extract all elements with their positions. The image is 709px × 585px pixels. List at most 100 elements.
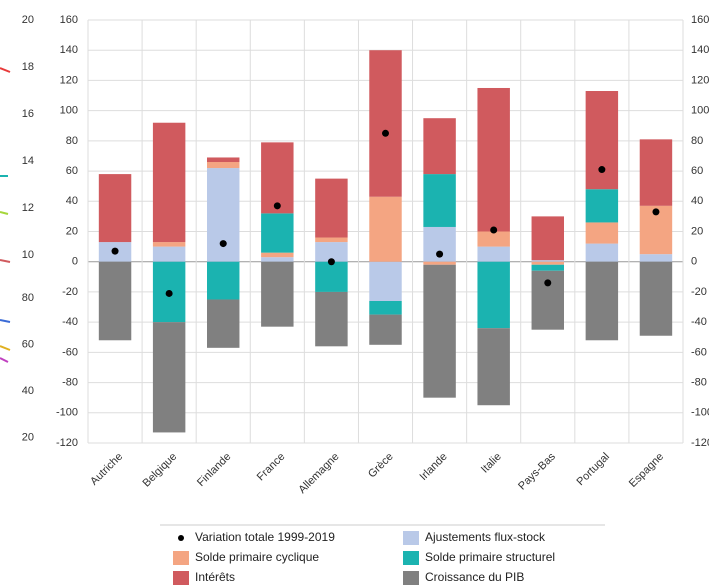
fragment-tick-label: 40 xyxy=(22,385,34,397)
x-tick-label: Espagne xyxy=(627,451,666,490)
bar-segment xyxy=(639,139,673,206)
legend-label: Solde primaire structurel xyxy=(425,550,555,564)
total-marker xyxy=(273,202,281,210)
legend-swatch xyxy=(403,551,419,565)
bar-segment xyxy=(369,300,402,315)
y2-tick-label: 160 xyxy=(691,14,709,26)
y2-tick-label: 100 xyxy=(691,105,709,117)
bar-segment xyxy=(207,162,240,169)
bar-segment xyxy=(261,142,294,214)
fragment-tick-label: 80 xyxy=(22,292,34,304)
bar-segment xyxy=(98,174,132,243)
bar-segment xyxy=(477,231,510,247)
fragment-tick-label: 12 xyxy=(22,202,34,214)
legend-swatch xyxy=(173,571,189,585)
bar-segment xyxy=(531,264,564,271)
legend-label: Ajustements flux-stock xyxy=(425,530,546,544)
bar-segment xyxy=(423,118,456,175)
bar-segment xyxy=(315,237,348,243)
x-tick-label: Allemagne xyxy=(296,451,341,496)
fragment-tick-label: 18 xyxy=(22,61,34,73)
bar-segment xyxy=(423,174,456,227)
total-marker xyxy=(111,247,119,255)
bar-segment xyxy=(639,254,673,262)
fragment-tick-label: 20 xyxy=(22,14,34,26)
bar-segment xyxy=(369,261,402,301)
y2-tick-label: 20 xyxy=(691,225,703,237)
bar-segment xyxy=(261,252,294,258)
fragment-line xyxy=(0,345,11,351)
bar-segment xyxy=(585,189,619,223)
fragment-line xyxy=(0,67,11,73)
y-tick-label: -80 xyxy=(62,376,78,388)
legend-swatch xyxy=(178,535,184,541)
bar-segment xyxy=(152,242,186,247)
fragment-tick-label: 20 xyxy=(22,431,34,443)
bar-segment xyxy=(585,261,619,341)
bar-segment xyxy=(369,50,402,197)
bar-segment xyxy=(152,322,186,433)
bar-segment xyxy=(315,291,348,347)
y2-tick-label: -60 xyxy=(691,346,707,358)
bar-segment xyxy=(207,299,240,348)
fragment-tick-label: 16 xyxy=(22,108,34,120)
bar-segment xyxy=(477,261,510,329)
legend-swatch xyxy=(173,551,189,565)
x-tick-label: Belgique xyxy=(141,451,180,490)
y-tick-label: -20 xyxy=(62,286,78,298)
bar-segment xyxy=(477,328,510,406)
y2-tick-label: 120 xyxy=(691,74,709,86)
bar-segment xyxy=(207,168,240,262)
y-tick-label: -40 xyxy=(62,316,78,328)
fragment-line xyxy=(0,357,9,363)
x-tick-label: France xyxy=(255,451,288,484)
x-tick-label: Italie xyxy=(479,451,504,476)
fragment-line xyxy=(0,259,11,263)
x-tick-label: Portugal xyxy=(575,451,612,488)
y2-tick-label: 40 xyxy=(691,195,703,207)
y-tick-label: -120 xyxy=(56,437,78,449)
legend-label: Croissance du PIB xyxy=(425,570,524,584)
y2-tick-label: -40 xyxy=(691,316,707,328)
x-tick-label: Grèce xyxy=(366,451,396,481)
y-tick-label: 120 xyxy=(60,74,78,86)
total-marker xyxy=(544,279,552,287)
bar-segment xyxy=(531,216,564,261)
y-tick-label: 160 xyxy=(60,14,78,26)
legend-swatch xyxy=(403,531,419,545)
x-tick-label: Irlande xyxy=(417,451,449,483)
bar-segment xyxy=(477,87,510,232)
fragment-line xyxy=(0,211,9,215)
y2-tick-label: -120 xyxy=(691,437,709,449)
x-tick-label: Autriche xyxy=(88,451,125,488)
bar-segment xyxy=(152,122,186,243)
y2-tick-label: -100 xyxy=(691,407,709,419)
y2-tick-label: 140 xyxy=(691,44,709,56)
y2-tick-label: 60 xyxy=(691,165,703,177)
total-marker xyxy=(598,166,606,174)
bar-segment xyxy=(369,314,402,345)
y-tick-label: 20 xyxy=(66,225,78,237)
bar-segment xyxy=(585,91,619,190)
y2-tick-label: 80 xyxy=(691,135,703,147)
y-tick-label: -60 xyxy=(62,346,78,358)
legend-label: Variation totale 1999-2019 xyxy=(195,530,335,544)
total-marker xyxy=(436,250,444,258)
y-tick-label: 100 xyxy=(60,105,78,117)
fragment-tick-label: 10 xyxy=(22,249,34,261)
bar-segment xyxy=(261,257,294,262)
bar-segment xyxy=(423,264,456,398)
bar-segment xyxy=(423,261,456,265)
bar-segment xyxy=(369,196,402,262)
bar-segment xyxy=(639,261,673,336)
total-marker xyxy=(652,208,660,216)
total-marker xyxy=(490,226,498,234)
x-tick-label: Finlande xyxy=(195,451,233,489)
bar-segment xyxy=(531,261,564,265)
bar-segment xyxy=(261,213,294,253)
total-marker xyxy=(219,240,227,248)
y2-tick-label: -80 xyxy=(691,376,707,388)
total-marker xyxy=(165,289,173,297)
y-tick-label: 140 xyxy=(60,44,78,56)
